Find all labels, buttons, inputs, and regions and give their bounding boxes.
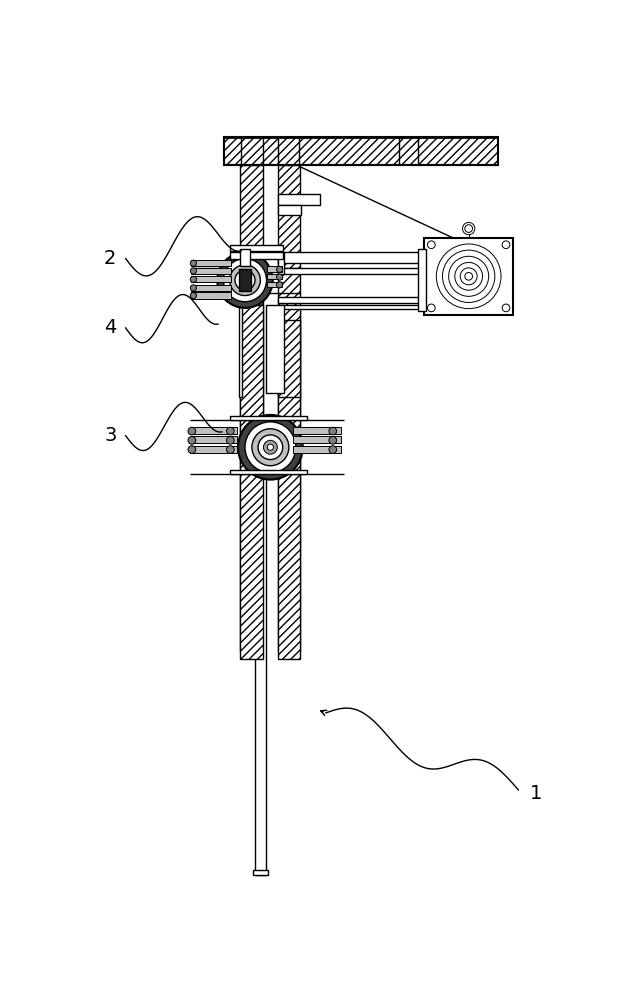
Bar — [266, 305, 284, 393]
Bar — [278, 305, 300, 659]
Circle shape — [329, 446, 336, 453]
Circle shape — [465, 225, 472, 232]
Bar — [239, 289, 242, 397]
Circle shape — [217, 252, 273, 308]
Circle shape — [427, 241, 435, 249]
Bar — [224, 137, 498, 165]
Bar — [239, 269, 251, 291]
Circle shape — [264, 440, 277, 454]
Bar — [278, 382, 300, 651]
Circle shape — [240, 275, 250, 286]
Text: 3: 3 — [104, 426, 117, 445]
Circle shape — [329, 436, 336, 444]
Circle shape — [224, 259, 267, 302]
Circle shape — [449, 256, 488, 296]
Circle shape — [190, 292, 196, 299]
Circle shape — [258, 435, 283, 460]
Circle shape — [235, 270, 255, 290]
Text: 2: 2 — [104, 249, 117, 268]
Bar — [240, 165, 264, 305]
Bar — [189, 436, 237, 443]
Bar — [191, 268, 231, 274]
Text: 4: 4 — [104, 318, 117, 337]
Bar — [240, 305, 264, 659]
Bar — [191, 292, 231, 299]
Circle shape — [190, 276, 196, 282]
Circle shape — [329, 427, 336, 435]
Circle shape — [227, 427, 234, 435]
Circle shape — [188, 436, 196, 444]
Circle shape — [277, 266, 283, 272]
Bar — [191, 276, 231, 282]
Text: 1: 1 — [530, 784, 542, 803]
Circle shape — [245, 422, 296, 473]
Bar — [278, 252, 424, 263]
Bar — [267, 282, 282, 287]
Bar — [267, 266, 282, 272]
Circle shape — [238, 415, 303, 480]
Bar — [278, 297, 424, 303]
Circle shape — [502, 304, 510, 312]
Circle shape — [190, 285, 196, 291]
Bar — [255, 466, 266, 875]
Bar — [424, 238, 513, 315]
Circle shape — [190, 260, 196, 266]
Circle shape — [465, 272, 472, 280]
Bar — [293, 446, 341, 453]
Bar — [189, 427, 237, 434]
Bar — [278, 268, 424, 274]
Circle shape — [267, 444, 273, 450]
Bar — [278, 194, 320, 205]
Bar — [253, 870, 268, 875]
Bar — [240, 249, 250, 266]
Circle shape — [227, 446, 234, 453]
Bar — [230, 470, 307, 474]
Circle shape — [277, 274, 283, 280]
Circle shape — [442, 250, 495, 302]
Circle shape — [502, 241, 510, 249]
Circle shape — [227, 436, 234, 444]
Bar — [240, 305, 264, 651]
Circle shape — [188, 427, 196, 435]
Bar — [278, 305, 424, 309]
Bar — [230, 245, 283, 251]
Circle shape — [460, 268, 477, 285]
Bar — [278, 205, 301, 215]
Bar — [293, 436, 341, 443]
Circle shape — [277, 282, 283, 288]
Bar — [230, 252, 283, 259]
Circle shape — [252, 429, 289, 466]
Bar — [230, 416, 307, 420]
Circle shape — [462, 222, 475, 235]
Bar — [418, 249, 426, 311]
Circle shape — [190, 268, 196, 274]
Bar — [293, 427, 341, 434]
Bar — [189, 446, 237, 453]
Bar — [278, 165, 300, 382]
Bar — [278, 252, 284, 274]
Bar — [191, 285, 231, 291]
Bar — [278, 320, 300, 397]
Circle shape — [455, 262, 483, 290]
Bar — [267, 274, 282, 279]
Circle shape — [427, 304, 435, 312]
Circle shape — [230, 265, 260, 296]
Circle shape — [188, 446, 196, 453]
Bar — [191, 260, 231, 266]
Circle shape — [436, 244, 501, 309]
